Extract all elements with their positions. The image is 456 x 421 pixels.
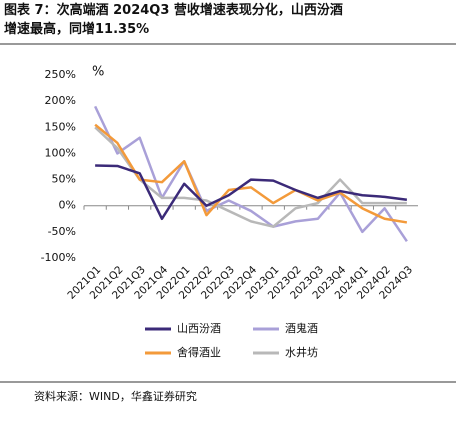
- chart-title: 图表 7：次高端酒 2024Q3 营收增速表现分化，山西汾酒增速最高，同增11.…: [4, 2, 343, 37]
- source: 资料来源：WIND，华鑫证券研究: [34, 389, 197, 403]
- legend-label: 山西汾酒: [177, 322, 221, 335]
- y-tick-label: 250%: [45, 68, 76, 81]
- series-line: [94, 123, 408, 224]
- y-unit: %: [92, 65, 104, 80]
- y-tick-label: -50%: [48, 225, 76, 238]
- y-tick-label: 200%: [45, 94, 76, 107]
- legend-label: 酒鬼酒: [285, 321, 318, 335]
- series-line: [94, 105, 408, 242]
- legend-label: 水井坊: [285, 345, 318, 359]
- title-line: 图表 7：次高端酒 2024Q3 营收增速表现分化，山西汾酒: [4, 2, 343, 18]
- y-tick-label: 150%: [45, 120, 76, 133]
- title-line: 增速最高，同增11.35%: [4, 21, 149, 37]
- y-tick-label: 0%: [59, 199, 76, 212]
- series-line: [95, 164, 408, 221]
- y-tick-label: 100%: [45, 146, 76, 159]
- y-tick-label: 50%: [52, 173, 76, 186]
- legend-label: 舍得酒业: [177, 345, 221, 359]
- y-tick-label: -100%: [41, 251, 76, 264]
